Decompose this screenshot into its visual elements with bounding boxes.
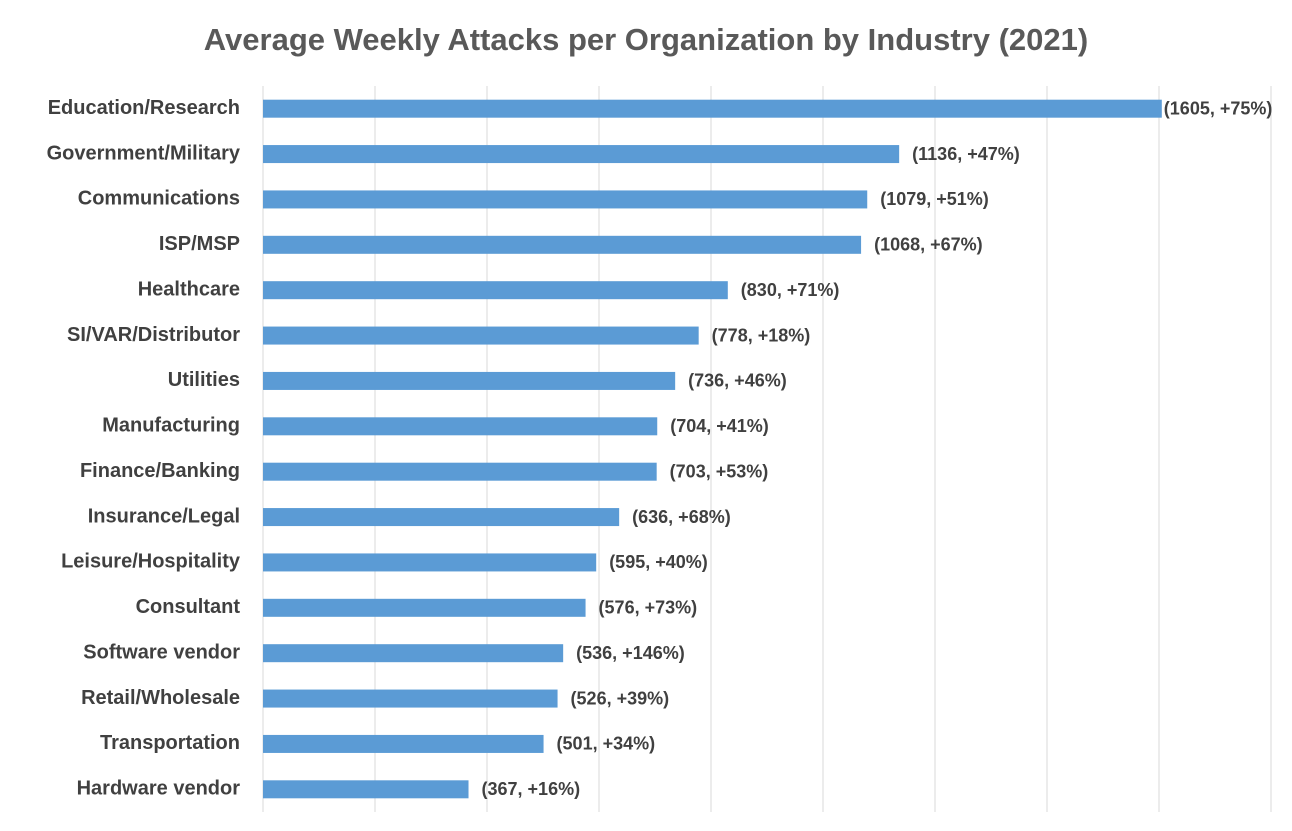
bar <box>263 780 469 799</box>
y-tick-label: Communications <box>78 188 240 210</box>
value-label: (703, +53%) <box>670 461 769 481</box>
y-tick-label: Finance/Banking <box>80 460 240 482</box>
y-tick-label: ISP/MSP <box>159 233 240 255</box>
value-label: (576, +73%) <box>599 598 698 618</box>
bar <box>263 145 900 164</box>
y-tick-label: Utilities <box>168 369 240 391</box>
y-tick-label: Transportation <box>100 732 240 754</box>
y-tick-label: Education/Research <box>48 97 240 119</box>
value-label: (1605, +75%) <box>1164 98 1273 118</box>
value-label: (1079, +51%) <box>880 189 989 209</box>
value-label: (830, +71%) <box>741 280 840 300</box>
value-label: (1068, +67%) <box>874 235 983 255</box>
chart-title: Average Weekly Attacks per Organization … <box>204 22 1088 57</box>
value-label: (736, +46%) <box>688 371 787 391</box>
value-label: (536, +146%) <box>576 643 685 663</box>
bar <box>263 371 676 390</box>
y-tick-label: Government/Military <box>47 142 241 164</box>
y-tick-label: Software vendor <box>83 641 240 663</box>
bar <box>263 508 620 527</box>
bar <box>263 598 586 617</box>
bar <box>263 326 699 345</box>
y-tick-label: Insurance/Legal <box>88 505 240 527</box>
y-tick-label: Manufacturing <box>102 415 240 437</box>
bar <box>263 190 868 209</box>
bar <box>263 99 1162 118</box>
y-tick-label: Hardware vendor <box>77 778 241 800</box>
bar <box>263 644 564 663</box>
value-label: (778, +18%) <box>712 325 811 345</box>
bar <box>263 235 862 254</box>
bar <box>263 689 558 708</box>
y-tick-label: SI/VAR/Distributor <box>67 324 240 346</box>
y-tick-label: Consultant <box>136 596 241 618</box>
value-label: (1136, +47%) <box>912 144 1020 164</box>
y-tick-label: Retail/Wholesale <box>81 687 240 709</box>
value-label: (704, +41%) <box>670 416 769 436</box>
bar <box>263 417 658 436</box>
value-label: (367, +16%) <box>482 779 581 799</box>
y-tick-label: Healthcare <box>138 278 240 300</box>
value-label: (501, +34%) <box>557 734 656 754</box>
y-tick-label: Leisure/Hospitality <box>61 551 241 573</box>
value-label: (526, +39%) <box>571 688 670 708</box>
bar <box>263 734 544 753</box>
bar <box>263 553 597 572</box>
bar <box>263 462 657 481</box>
value-label: (595, +40%) <box>609 552 708 572</box>
bar <box>263 281 728 300</box>
value-label: (636, +68%) <box>632 507 731 527</box>
